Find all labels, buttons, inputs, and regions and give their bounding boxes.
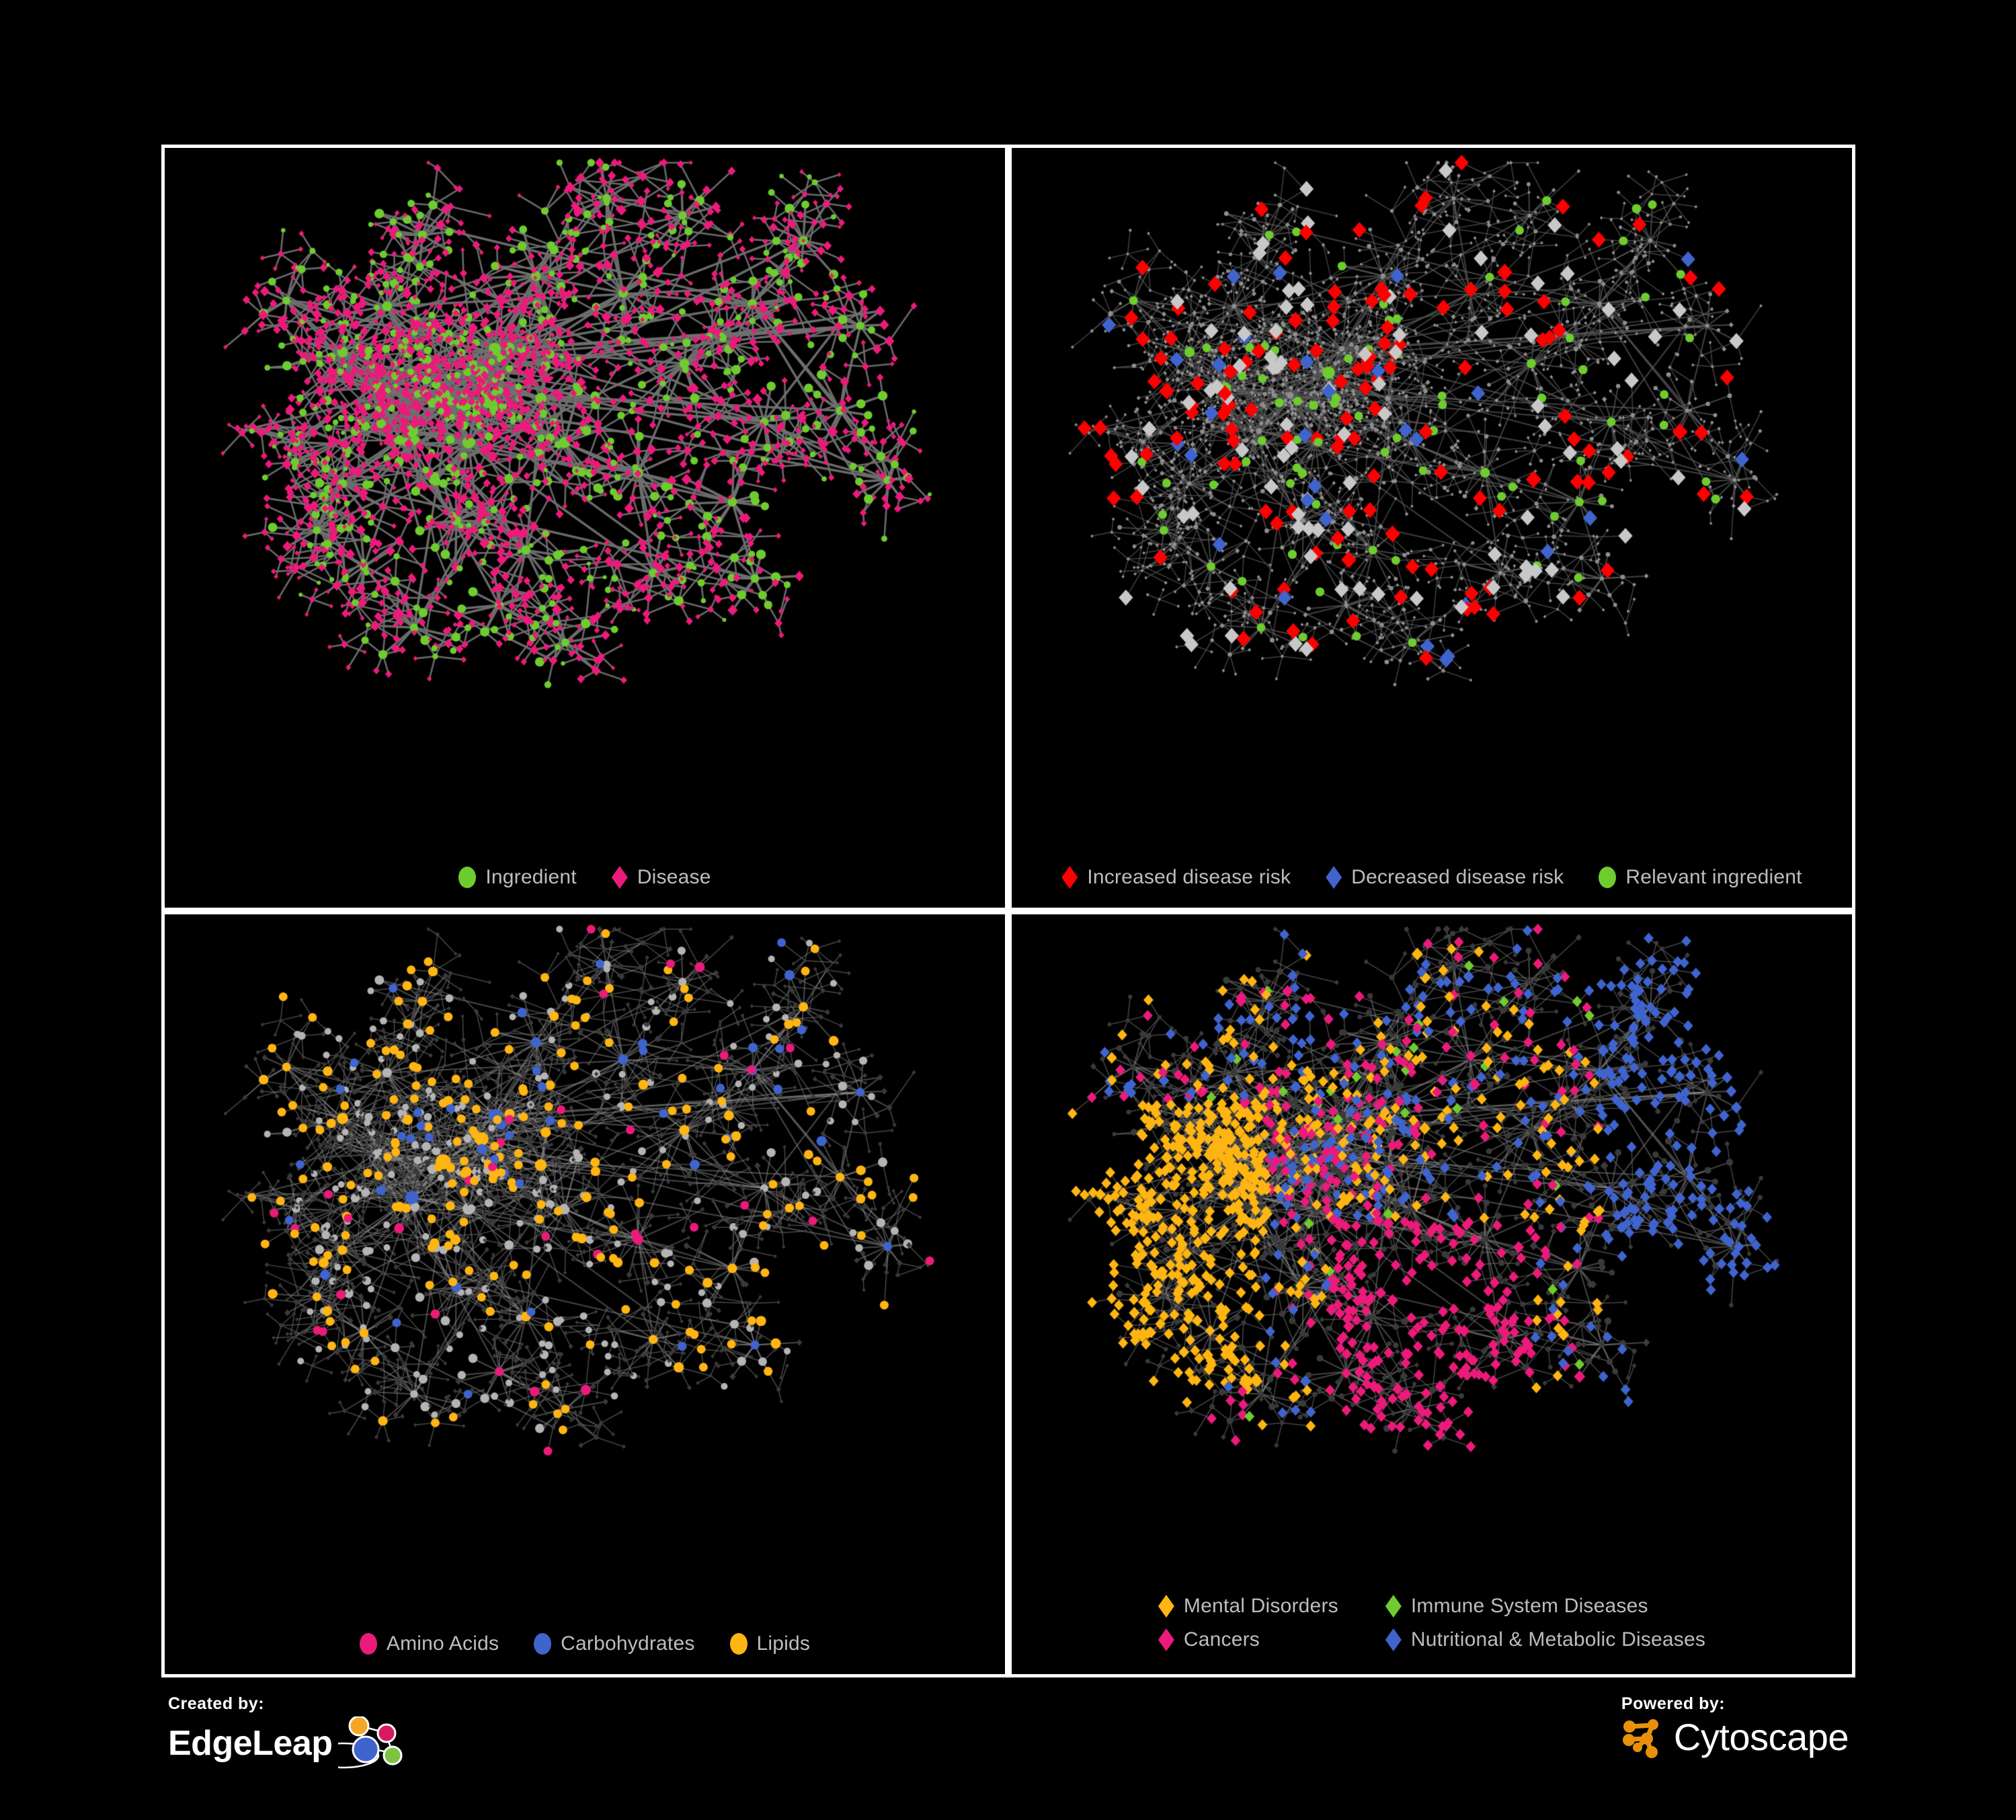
legend-item[interactable]: Carbohydrates (534, 1632, 694, 1655)
legend-item[interactable]: Cancers (1158, 1628, 1338, 1651)
increased-risk-diamond-icon (1061, 866, 1078, 889)
panel-ingredient-class-network[interactable]: Amino Acids Carbohydrates Lipids (165, 914, 1005, 1674)
legend-item-label: Amino Acids (386, 1632, 499, 1655)
lipids-circle-icon (729, 1633, 748, 1655)
legend-item-label: Increased disease risk (1087, 866, 1291, 888)
legend-item-label: Carbohydrates (561, 1632, 695, 1655)
carbohydrates-circle-icon (534, 1633, 552, 1655)
decreased-risk-diamond-icon (1326, 866, 1342, 889)
legend-item-label: Decreased disease risk (1351, 866, 1564, 888)
panel-disease-risk-network[interactable]: Increased disease risk Decreased disease… (1012, 148, 1852, 908)
legend-item-label: Ingredient (485, 866, 577, 888)
legend-item[interactable]: Amino Acids (359, 1632, 499, 1655)
legend-disease-risk: Increased disease risk Decreased disease… (1012, 866, 1852, 908)
cytoscape-logo-icon (1622, 1719, 1658, 1758)
legend-ingredient-disease: Ingredient Disease (165, 866, 1005, 908)
legend-item-label: Disease (637, 866, 711, 888)
edgeleap-node-graph-icon (337, 1716, 402, 1769)
powered-by-kicker: Powered by: (1621, 1694, 1726, 1713)
legend-disease-class: Mental Disorders Immune System Diseases … (1012, 1595, 1852, 1674)
network-canvas-disease-class[interactable] (1012, 914, 1852, 1674)
relevant-ingredient-circle-icon (1599, 867, 1617, 888)
immune-system-diseases-diamond-icon (1385, 1595, 1402, 1618)
cancers-diamond-icon (1158, 1628, 1174, 1651)
network-canvas-ingredient-class[interactable] (165, 914, 1005, 1674)
network-canvas-disease-risk[interactable] (1012, 148, 1852, 908)
legend-item-label: Nutritional & Metabolic Diseases (1410, 1628, 1706, 1651)
legend-item-label: Immune System Diseases (1410, 1595, 1648, 1617)
legend-ingredient-class: Amino Acids Carbohydrates Lipids (165, 1632, 1005, 1674)
footer: Created by: EdgeLeap Powered by: (161, 1694, 1855, 1809)
panel-grid: Ingredient Disease Increased disease ris… (161, 145, 1855, 1677)
disease-diamond-icon (611, 866, 628, 889)
panel-ingredient-disease-network[interactable]: Ingredient Disease (165, 148, 1005, 908)
network-canvas-ingredient-disease[interactable] (165, 148, 1005, 908)
edgeleap-logo-row[interactable]: EdgeLeap (168, 1716, 412, 1770)
legend-item-label: Cancers (1183, 1628, 1260, 1651)
cytoscape-logo-row[interactable]: Cytoscape (1621, 1716, 1849, 1758)
legend-item[interactable]: Ingredient (458, 866, 577, 889)
legend-item-label: Mental Disorders (1183, 1595, 1338, 1617)
cytoscape-wordmark: Cytoscape (1673, 1716, 1849, 1758)
panel-disease-class-network[interactable]: Mental Disorders Immune System Diseases … (1012, 914, 1852, 1674)
legend-item[interactable]: Increased disease risk (1061, 866, 1291, 889)
legend-item[interactable]: Disease (611, 866, 711, 889)
legend-item[interactable]: Immune System Diseases (1385, 1595, 1705, 1618)
edgeleap-wordmark: EdgeLeap (168, 1724, 333, 1763)
amino-acids-circle-icon (359, 1633, 377, 1655)
legend-item[interactable]: Decreased disease risk (1326, 866, 1564, 889)
legend-item[interactable]: Lipids (729, 1632, 811, 1655)
legend-item[interactable]: Relevant ingredient (1599, 866, 1802, 889)
legend-item-label: Relevant ingredient (1625, 866, 1802, 888)
nutritional-metabolic-diseases-diamond-icon (1385, 1628, 1402, 1651)
ingredient-circle-icon (458, 867, 477, 888)
legend-item[interactable]: Nutritional & Metabolic Diseases (1385, 1628, 1705, 1651)
created-by-branding: Created by: EdgeLeap (168, 1694, 412, 1770)
mental-disorders-diamond-icon (1158, 1595, 1174, 1618)
powered-by-branding: Powered by: Cy (1621, 1694, 1849, 1758)
legend-item[interactable]: Mental Disorders (1158, 1595, 1338, 1618)
created-by-kicker: Created by: (168, 1694, 265, 1713)
legend-item-label: Lipids (756, 1632, 811, 1655)
